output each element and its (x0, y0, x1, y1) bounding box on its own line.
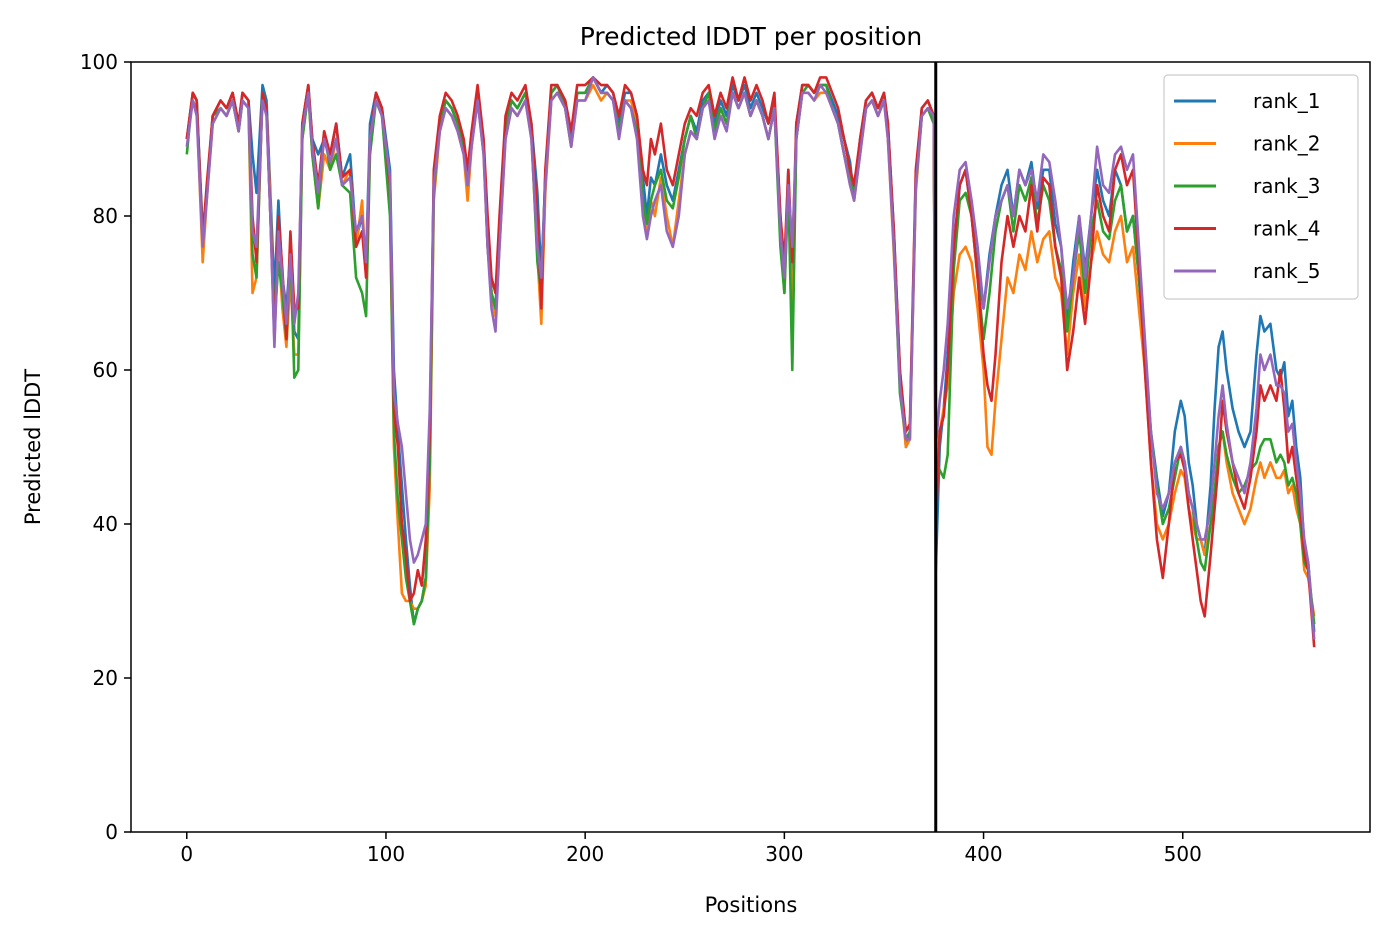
y-tick-label: 60 (93, 358, 118, 382)
legend-label-rank_5: rank_5 (1253, 259, 1320, 283)
y-tick-label: 0 (105, 820, 118, 844)
x-axis-ticks: 0 100 200 300 400 500 (180, 832, 1202, 866)
x-tick-label: 200 (566, 842, 604, 866)
x-tick-label: 300 (765, 842, 803, 866)
x-tick-label: 400 (964, 842, 1002, 866)
y-tick-label: 100 (80, 50, 118, 74)
chart-title: Predicted lDDT per position (580, 22, 922, 51)
series-lines (185, 76, 1316, 648)
legend: rank_1 rank_2 rank_3 rank_4 rank_5 (1163, 74, 1359, 300)
legend-label-rank_2: rank_2 (1253, 132, 1320, 156)
legend-label-rank_4: rank_4 (1253, 217, 1320, 241)
legend-label-rank_3: rank_3 (1253, 174, 1320, 198)
x-tick-label: 0 (180, 842, 193, 866)
x-axis-label: Positions (705, 893, 798, 917)
x-tick-label: 500 (1164, 842, 1202, 866)
series-line-rank_5 (185, 76, 1316, 640)
legend-box (1163, 74, 1359, 300)
y-axis-label: Predicted lDDT (21, 369, 45, 525)
y-tick-label: 20 (93, 666, 118, 690)
plot-area (130, 61, 1371, 833)
y-tick-label: 80 (93, 204, 118, 228)
legend-label-rank_1: rank_1 (1253, 89, 1320, 113)
y-axis-ticks: 0 20 40 60 80 100 (80, 50, 131, 844)
plot-frame (130, 61, 1371, 833)
y-tick-label: 40 (93, 512, 118, 536)
x-tick-label: 100 (367, 842, 405, 866)
